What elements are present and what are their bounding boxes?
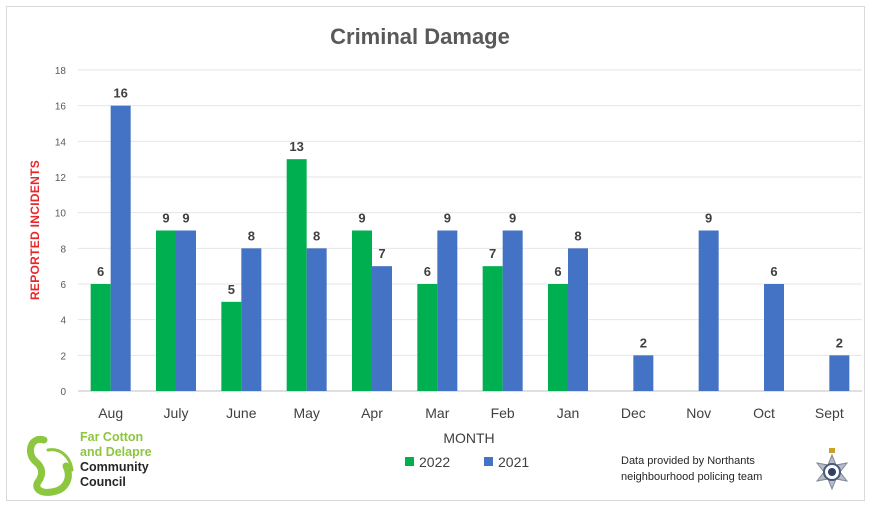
- y-tick-label: 6: [60, 280, 66, 291]
- bar-2022-July: [156, 230, 176, 391]
- bar-2022-Aug: [90, 284, 111, 391]
- data-label: 6: [424, 264, 431, 279]
- y-tick-label: 12: [55, 173, 67, 184]
- data-label: 5: [228, 282, 235, 297]
- bar-2021-Mar: [437, 230, 458, 391]
- bar-2021-Apr: [372, 266, 392, 391]
- bar-2021-Oct: [764, 284, 784, 391]
- bar-2021-Aug: [110, 105, 131, 392]
- data-label: 8: [248, 228, 255, 243]
- legend-swatch-2022: [405, 457, 414, 466]
- x-axis-label: MONTH: [443, 430, 494, 446]
- bar-2021-June: [241, 248, 262, 391]
- bar-2021-Sept: [829, 355, 850, 391]
- y-tick-label: 2: [60, 351, 66, 362]
- council-logo-text: Far Cotton and Delapre Community Council: [80, 430, 152, 490]
- data-label: 9: [705, 211, 712, 226]
- y-axis-ticks: 0 2 4 6 8 10 12 14 16 18: [55, 66, 67, 398]
- data-label: 7: [489, 246, 496, 261]
- data-label: 9: [444, 211, 451, 226]
- y-tick-label: 18: [55, 66, 67, 77]
- x-tick-label: Aug: [98, 405, 123, 421]
- data-label: 6: [554, 264, 561, 279]
- x-tick-label: May: [293, 405, 319, 421]
- data-label: 2: [836, 335, 843, 350]
- bar-2022-Feb: [482, 266, 503, 391]
- x-tick-label: Apr: [361, 405, 383, 421]
- legend-label-2022: 2022: [419, 454, 450, 470]
- data-label: 13: [289, 139, 303, 154]
- x-tick-label: Dec: [621, 405, 646, 421]
- legend-label-2021: 2021: [498, 454, 529, 470]
- data-label: 9: [162, 211, 169, 226]
- y-tick-label: 0: [60, 387, 66, 398]
- chart-title: Criminal Damage: [330, 24, 510, 49]
- y-tick-label: 4: [60, 316, 66, 327]
- legend-swatch-2021: [484, 457, 493, 466]
- chart-frame: [6, 6, 865, 501]
- x-tick-label: Feb: [491, 405, 515, 421]
- bars: [90, 105, 850, 392]
- bar-2021-Feb: [502, 230, 523, 391]
- bar-2021-Dec: [633, 355, 654, 391]
- bar-2021-Nov: [698, 230, 719, 391]
- bar-2022-Mar: [417, 284, 438, 391]
- x-tick-label: Sept: [815, 405, 844, 421]
- x-tick-label: Nov: [686, 405, 711, 421]
- data-label: 6: [97, 264, 104, 279]
- bar-2022-May: [286, 159, 307, 391]
- y-tick-label: 8: [60, 244, 66, 255]
- y-axis-label: REPORTED INCIDENTS: [28, 160, 42, 300]
- data-label: 6: [770, 264, 777, 279]
- gridlines: [78, 69, 862, 392]
- data-source-note: Data provided by Northants neighbourhood…: [621, 455, 763, 483]
- bar-2021-May: [306, 248, 327, 391]
- data-label: 2: [640, 335, 647, 350]
- y-tick-label: 10: [55, 209, 67, 220]
- police-star-badge-icon: [815, 448, 849, 491]
- x-tick-label: Mar: [425, 405, 449, 421]
- logo-line-3: Community: [80, 460, 149, 474]
- data-label: 9: [182, 211, 189, 226]
- y-tick-label: 16: [55, 102, 67, 113]
- x-tick-label: Oct: [753, 405, 775, 421]
- data-label: 9: [509, 211, 516, 226]
- x-axis-categories: Aug July June May Apr Mar Feb Jan Dec Nov Oct Sept: [98, 405, 844, 421]
- x-tick-label: Jan: [557, 405, 580, 421]
- bar-2021-July: [176, 230, 196, 391]
- swan-logo-icon: [26, 435, 74, 496]
- x-tick-label: June: [226, 405, 257, 421]
- legend: 2022 2021: [405, 454, 529, 470]
- data-label: 7: [378, 246, 385, 261]
- y-tick-label: 14: [55, 137, 67, 148]
- data-label: 8: [574, 228, 581, 243]
- logo-line-4: Council: [80, 475, 126, 489]
- data-label: 8: [313, 228, 320, 243]
- bar-2022-June: [221, 301, 242, 391]
- bar-2021-Jan: [568, 248, 588, 391]
- bar-2022-Jan: [548, 284, 568, 391]
- data-label: 9: [358, 211, 365, 226]
- logo-line-1: Far Cotton: [80, 430, 144, 444]
- x-tick-label: July: [164, 405, 189, 421]
- bar-2022-Apr: [352, 230, 372, 391]
- data-label: 16: [113, 86, 127, 101]
- logo-line-2: and Delapre: [80, 445, 152, 459]
